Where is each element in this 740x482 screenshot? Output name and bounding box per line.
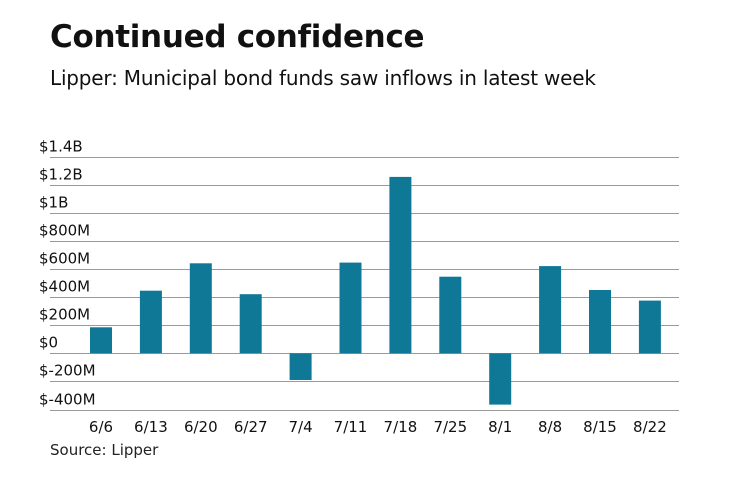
x-tick-label: 8/8 (538, 418, 562, 436)
y-tick-label: $400M (39, 278, 90, 296)
x-tick-label: 7/4 (289, 418, 313, 436)
x-tick-label: 6/20 (184, 418, 218, 436)
bar-8-15 (589, 290, 611, 354)
x-tick-label: 6/13 (134, 418, 168, 436)
y-tick-label: $-200M (39, 362, 96, 380)
x-tick-label: 7/11 (334, 418, 368, 436)
bar-6-6 (90, 327, 112, 354)
y-tick-label: $0 (39, 334, 58, 352)
bar-8-1 (489, 353, 512, 405)
source-note: Source: Lipper (50, 441, 159, 459)
chart-title: Continued confidence (50, 19, 425, 55)
bar-8-22 (638, 300, 661, 354)
y-tick-label: $1B (39, 194, 68, 212)
bar-6-20 (189, 263, 212, 354)
x-tick-label: 7/18 (384, 418, 418, 436)
x-tick-label: 8/1 (488, 418, 512, 436)
bar-7-11 (339, 262, 362, 354)
y-tick-label: $800M (39, 222, 90, 240)
chart-subtitle: Lipper: Municipal bond funds saw inflows… (50, 66, 596, 90)
x-tick-label: 6/27 (234, 418, 268, 436)
bar-7-18 (389, 176, 412, 354)
x-tick-label: 6/6 (89, 418, 113, 436)
bar-8-8 (539, 266, 562, 354)
x-axis-ticks: 6/6 6/13 6/20 6/27 7/4 7/11 7/18 7/25 8/1 8/8 8/15… (89, 418, 667, 436)
y-tick-label: $1.2B (39, 166, 83, 184)
y-tick-label: $-400M (39, 391, 96, 409)
x-tick-label: 8/22 (633, 418, 667, 436)
gridlines (50, 157, 679, 411)
y-tick-label: $200M (39, 306, 90, 324)
bar-7-25 (439, 276, 462, 354)
x-tick-label: 8/15 (583, 418, 617, 436)
x-tick-label: 7/25 (433, 418, 467, 436)
y-tick-label: $600M (39, 250, 90, 268)
bar-6-13 (139, 290, 162, 354)
y-axis-ticks: $1.4B $1.2B $1B $800M $600M $400M $200M $0 $-200… (39, 138, 96, 409)
bars (90, 176, 661, 405)
bar-6-27 (239, 294, 262, 354)
bar-7-4 (289, 353, 312, 380)
y-tick-label: $1.4B (39, 138, 83, 156)
